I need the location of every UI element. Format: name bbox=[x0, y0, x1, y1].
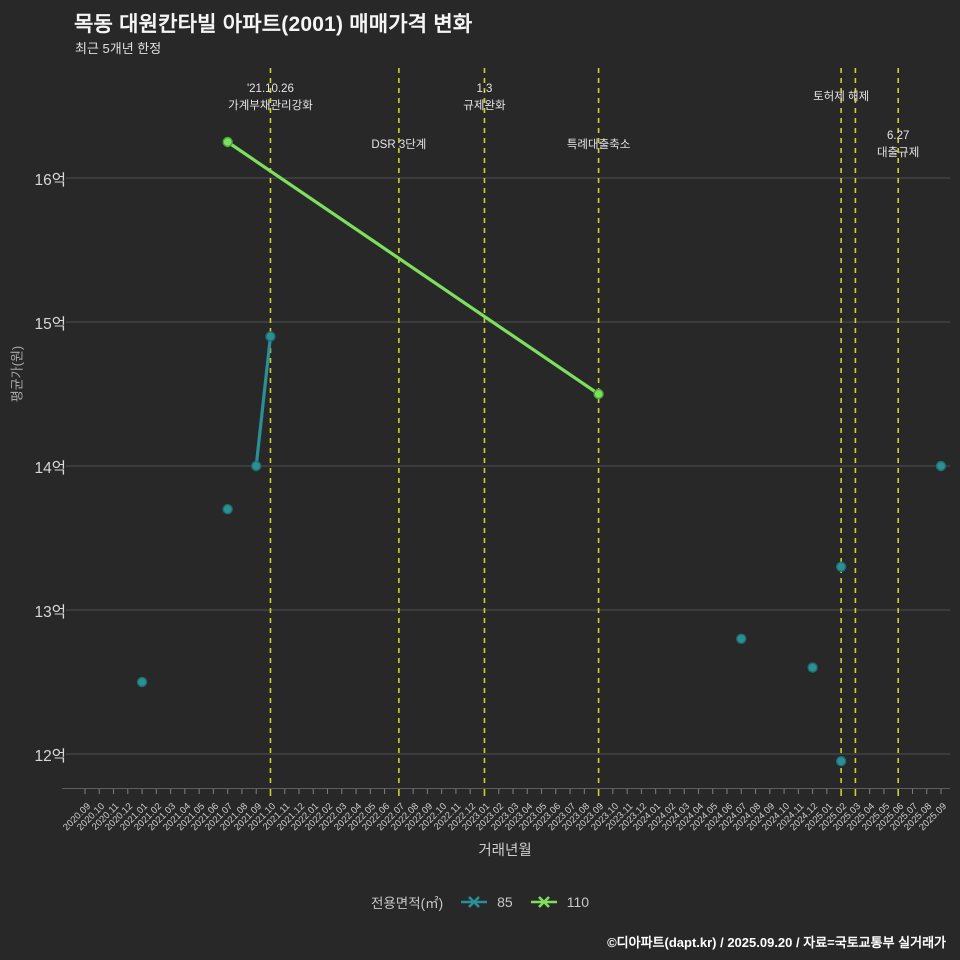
legend: 전용면적(㎡) 85 110 bbox=[0, 892, 960, 912]
chart-subtitle: 최근 5개년 한정 bbox=[75, 41, 162, 56]
legend-item-label: 85 bbox=[497, 894, 513, 910]
plot-area bbox=[62, 68, 950, 796]
series-line-85 bbox=[254, 334, 273, 468]
data-point-110[interactable] bbox=[222, 136, 233, 148]
data-point-85[interactable] bbox=[835, 756, 847, 767]
legend-line-x-icon bbox=[530, 896, 557, 908]
legend-item-110[interactable]: 110 bbox=[529, 894, 589, 910]
data-point-85[interactable] bbox=[251, 460, 262, 472]
legend-item-85[interactable]: 85 bbox=[459, 894, 513, 910]
data-point-85[interactable] bbox=[736, 633, 747, 644]
series-line-110 bbox=[226, 140, 601, 396]
data-point-85[interactable] bbox=[265, 331, 276, 342]
data-point-85[interactable] bbox=[136, 676, 148, 688]
page-title: 목동 대원칸타빌 아파트(2001) 매매가격 변화 bbox=[74, 13, 473, 36]
data-point-110[interactable] bbox=[593, 388, 604, 400]
data-point-85[interactable] bbox=[807, 662, 818, 673]
footer-credit: ©디아파트(dapt.kr) / 2025.09.20 / 자료=국토교통부 실… bbox=[607, 935, 946, 950]
legend-item-label: 110 bbox=[566, 894, 590, 910]
data-point-85[interactable] bbox=[222, 504, 233, 515]
legend-line-x-icon bbox=[461, 896, 488, 908]
data-point-85[interactable] bbox=[835, 561, 847, 572]
legend-title: 전용면적(㎡) bbox=[370, 896, 444, 911]
data-point-85[interactable] bbox=[935, 460, 947, 472]
